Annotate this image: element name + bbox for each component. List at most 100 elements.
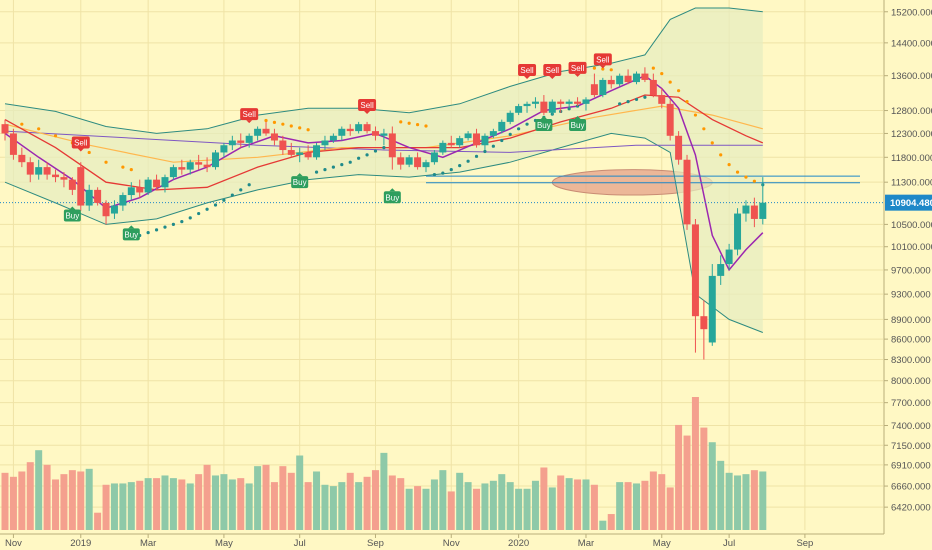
candle	[759, 177, 767, 225]
candle	[110, 200, 118, 219]
volume-bar	[321, 484, 329, 530]
signal-pointer	[77, 148, 84, 152]
candle-body	[245, 135, 253, 143]
candle-body	[60, 177, 68, 180]
volume-bar	[287, 472, 295, 530]
candle-body	[102, 202, 110, 217]
candle	[405, 154, 413, 168]
candle-body	[144, 179, 152, 193]
volume-bar	[52, 479, 60, 530]
volume-bar	[548, 487, 556, 530]
volume-bar	[700, 427, 708, 530]
price-tick-label: 8600.000	[891, 335, 931, 346]
candle	[279, 135, 287, 155]
volume-bar	[346, 472, 354, 530]
sell-signal: Sell	[568, 61, 587, 77]
candle	[371, 126, 379, 141]
candle-body	[422, 162, 430, 168]
candle-body	[127, 187, 135, 196]
buy-signal: Buy	[291, 173, 309, 189]
signal-pointer	[599, 65, 606, 69]
candle	[355, 121, 363, 134]
price-tick-label: 6420.000	[891, 503, 931, 514]
price-tick-label: 12800.000	[891, 106, 932, 117]
candle-body	[565, 101, 573, 104]
candle	[136, 179, 144, 198]
volume-bar	[498, 474, 506, 530]
volume-bar	[456, 472, 464, 530]
volume-bar	[414, 486, 422, 530]
candle	[338, 126, 346, 141]
volume-bar	[683, 435, 691, 530]
sar-dot	[525, 122, 529, 126]
candle	[658, 88, 666, 109]
candle-body	[464, 133, 472, 139]
sar-dot	[710, 141, 714, 145]
candle-body	[388, 133, 396, 158]
candle	[414, 152, 422, 170]
price-axis-background	[884, 0, 932, 550]
candle-body	[624, 75, 632, 83]
sar-dot	[432, 173, 437, 177]
candle	[616, 73, 624, 87]
candle-body	[161, 177, 169, 188]
signal-badge	[569, 119, 587, 132]
signal-label: Buy	[537, 121, 551, 130]
volume-bar	[397, 478, 405, 530]
sar-dot	[517, 127, 521, 131]
candle-body	[574, 101, 582, 104]
sar-dot	[331, 165, 335, 169]
volume-bar	[178, 479, 186, 530]
volume-bar	[1, 472, 9, 530]
volume-bar	[161, 475, 169, 530]
volume-bar	[708, 442, 716, 530]
candle-body	[515, 106, 523, 113]
sar-dot	[735, 170, 740, 174]
signal-label: Sell	[74, 138, 88, 147]
candle-body	[18, 154, 26, 163]
price-tick-label: 6910.000	[891, 460, 931, 471]
volume-bar	[574, 479, 582, 530]
candle	[287, 142, 295, 158]
candle	[178, 159, 186, 175]
volume-bar	[203, 464, 211, 530]
candle	[127, 182, 135, 201]
candle-body	[717, 264, 725, 276]
volume-bar	[481, 483, 489, 530]
candle	[220, 142, 228, 158]
parabolic-sar	[20, 66, 765, 238]
signal-label: Buy	[293, 178, 307, 187]
sell-signal: Sell	[358, 99, 377, 115]
sar-dot	[323, 168, 327, 172]
candle	[548, 99, 556, 116]
candle-body	[338, 128, 346, 136]
candle-body	[750, 205, 758, 219]
price-tick-label: 13600.000	[891, 71, 932, 82]
volume-bar	[675, 424, 683, 530]
sar-dot	[121, 165, 125, 169]
candle-body	[683, 159, 691, 225]
time-tick-label: 2020	[508, 538, 529, 549]
candle-body	[203, 164, 211, 168]
volume-bar	[144, 478, 152, 530]
candle-body	[405, 157, 413, 165]
candle-body	[304, 152, 312, 158]
sar-dot	[618, 102, 622, 106]
price-tick-label: 7400.000	[891, 421, 931, 432]
sar-dot	[348, 160, 352, 164]
candle	[447, 135, 455, 148]
candle	[742, 200, 750, 222]
candle	[380, 128, 388, 146]
volume-bar	[245, 483, 253, 530]
sar-dot	[415, 123, 420, 127]
sar-dot	[264, 118, 268, 123]
candle	[574, 97, 582, 107]
candle	[18, 147, 26, 168]
candle-body	[700, 316, 708, 330]
volume-bar	[473, 488, 481, 530]
signal-badge	[383, 191, 401, 204]
volume-bar	[447, 491, 455, 530]
